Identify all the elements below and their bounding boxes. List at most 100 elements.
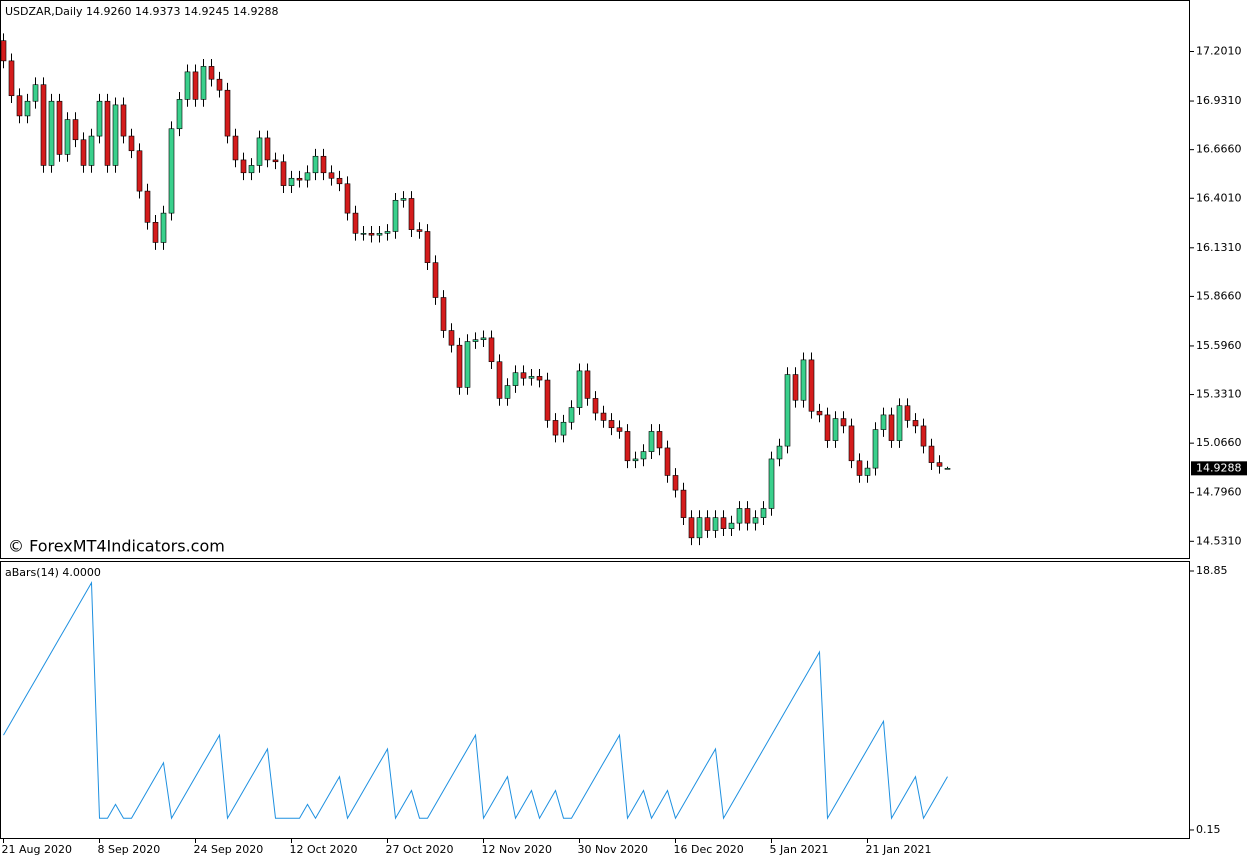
candle-body — [528, 376, 535, 379]
y-tick-label: 15.5960 — [1196, 339, 1242, 352]
x-tick-label: 30 Nov 2020 — [578, 843, 648, 856]
y-tick-label: 16.1310 — [1196, 241, 1242, 254]
candle-body — [344, 183, 351, 214]
candle-body — [824, 414, 831, 441]
candle-body — [448, 330, 455, 346]
candle-body — [248, 165, 255, 174]
candle-body — [472, 339, 479, 342]
candle-body — [184, 71, 191, 100]
candle-body — [320, 155, 327, 174]
x-tick-label: 16 Dec 2020 — [674, 843, 744, 856]
candle-body — [688, 517, 695, 539]
candle-body — [656, 431, 663, 449]
candle-body — [768, 458, 775, 509]
candle-body — [296, 177, 303, 181]
indicator-panel — [0, 561, 1190, 839]
candle-body — [432, 262, 439, 298]
candle-body — [480, 337, 487, 341]
candle-body — [368, 233, 375, 236]
candle-body — [920, 425, 927, 447]
candle-body — [736, 508, 743, 524]
candle-body — [904, 405, 911, 421]
candle-body — [880, 414, 887, 430]
candle-body — [888, 414, 895, 441]
candle-body — [392, 199, 399, 232]
candle-body — [840, 418, 847, 427]
candle-body — [272, 159, 279, 163]
x-tick-label: 21 Aug 2020 — [2, 843, 72, 856]
candle-body — [24, 100, 31, 117]
x-tick-label: 27 Oct 2020 — [386, 843, 454, 856]
y-tick-label: 0.15 — [1196, 823, 1221, 836]
candle-body — [440, 297, 447, 331]
candle-body — [856, 460, 863, 476]
candle-body — [120, 104, 127, 137]
candle-body — [744, 508, 751, 524]
candle-body — [760, 508, 767, 518]
candle-body — [752, 517, 759, 524]
candle-body — [416, 229, 423, 232]
y-tick-label: 15.0660 — [1196, 436, 1242, 449]
candle-body — [488, 337, 495, 363]
candle-body — [648, 431, 655, 452]
candle-body — [584, 370, 591, 399]
y-tick-label: 17.2010 — [1196, 45, 1242, 58]
candle-body — [776, 445, 783, 460]
x-tick-label: 12 Oct 2020 — [290, 843, 358, 856]
candle-body — [192, 71, 199, 100]
candle-body — [352, 212, 359, 234]
candle-body — [104, 100, 111, 166]
candle-body — [56, 100, 63, 155]
candle-body — [408, 198, 415, 230]
y-tick-label: 16.4010 — [1196, 191, 1242, 204]
candle-body — [80, 139, 87, 166]
candle-body — [616, 427, 623, 432]
watermark: © ForexMT4Indicators.com — [8, 537, 225, 556]
candle-body — [264, 137, 271, 161]
candle-body — [928, 445, 935, 463]
y-tick-label: 15.8660 — [1196, 289, 1242, 302]
candle-body — [568, 407, 575, 423]
candle-body — [456, 344, 463, 388]
candle-body — [240, 159, 247, 174]
candle-body — [816, 410, 823, 416]
candle-body — [600, 412, 607, 421]
candle-body — [200, 66, 207, 100]
candle-body — [784, 374, 791, 447]
candle-body — [632, 458, 639, 462]
candle-body — [664, 447, 671, 476]
candle-body — [800, 359, 807, 401]
candle-body — [848, 425, 855, 462]
y-tick-label: 18.85 — [1196, 564, 1228, 577]
candle-body — [144, 190, 151, 223]
candle-body — [384, 231, 391, 234]
candle-body — [288, 177, 295, 186]
candle-body — [40, 84, 47, 166]
candle-body — [944, 468, 951, 470]
candle-body — [592, 398, 599, 414]
x-tick-label: 8 Sep 2020 — [98, 843, 161, 856]
candle-body — [88, 135, 95, 166]
candle-body — [216, 78, 223, 91]
candle-body — [520, 372, 527, 379]
candle-body — [376, 233, 383, 236]
y-tick-label: 15.3310 — [1196, 388, 1242, 401]
indicator-line — [3, 581, 948, 820]
candle-body — [360, 233, 367, 235]
indicator-title: aBars(14) 4.0000 — [5, 566, 101, 579]
candle-body — [304, 172, 311, 181]
y-tick-label: 14.7960 — [1196, 486, 1242, 499]
candle-body — [544, 379, 551, 421]
candle-body — [160, 212, 167, 243]
candle-body — [560, 421, 567, 436]
last-price-label: 14.9288 — [1196, 461, 1242, 474]
candle-body — [256, 137, 263, 166]
candle-body — [168, 128, 175, 214]
candle-body — [624, 431, 631, 462]
candle-body — [608, 420, 615, 429]
candle-body — [712, 517, 719, 531]
candle-body — [152, 221, 159, 243]
x-tick-label: 21 Jan 2021 — [866, 843, 932, 856]
candle-body — [400, 198, 407, 201]
candle-body — [0, 40, 7, 62]
